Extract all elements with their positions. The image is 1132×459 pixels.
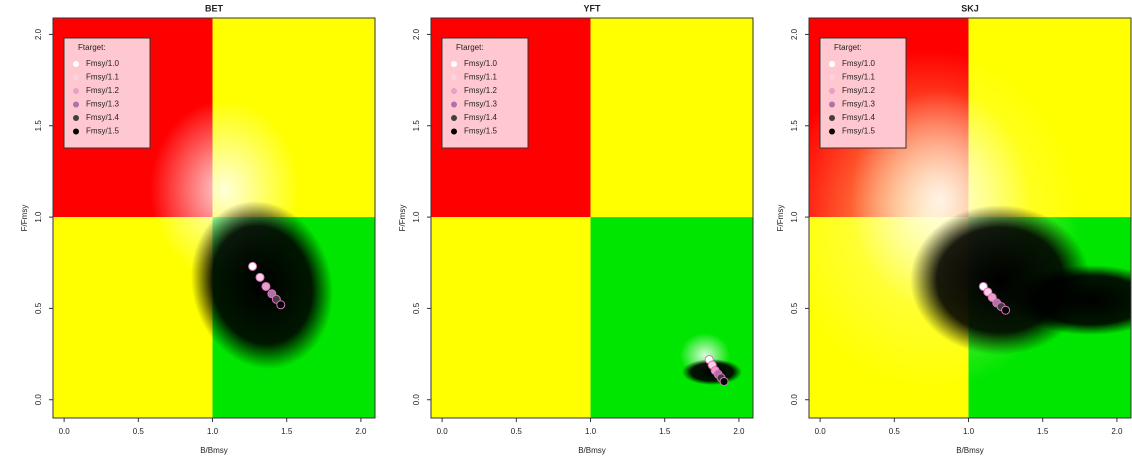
x-tick-label: 1.5 [1037,427,1049,436]
chart-title: BET [205,3,224,13]
legend-label: Fmsy/1.5 [86,127,119,136]
point [248,261,258,271]
y-axis-label: F/Fmsy [776,205,785,232]
point [276,300,286,310]
x-tick-label: 1.0 [963,427,975,436]
point [261,281,271,291]
x-tick-label: 1.0 [207,427,219,436]
x-axis-label: B/Bmsy [956,446,984,455]
y-tick-label: 0.0 [412,394,421,406]
legend-box [63,37,151,149]
legend-marker [451,88,457,94]
y-axis-label: F/Fmsy [20,205,29,232]
legend-title: Ftarget: [834,43,862,52]
x-tick-label: 1.5 [281,427,293,436]
x-tick-label: 2.0 [355,427,367,436]
y-tick-label: 0.5 [790,302,799,314]
y-tick-label: 1.0 [412,211,421,223]
legend-label: Fmsy/1.0 [464,59,497,68]
legend-marker [451,115,457,121]
chart-title: SKJ [961,3,979,13]
y-tick-label: 0.5 [412,302,421,314]
x-tick-label: 0.0 [437,427,449,436]
legend-marker [73,61,79,67]
plot-frame [430,17,754,419]
y-tick-label: 0.0 [790,394,799,406]
legend-label: Fmsy/1.4 [86,113,119,122]
y-tick-label: 0.0 [34,394,43,406]
point [1001,305,1011,315]
legend-box [819,37,907,149]
legend-label: Fmsy/1.2 [464,86,497,95]
plot-frame [52,17,376,419]
legend-marker [829,88,835,94]
x-axis-label: B/Bmsy [578,446,606,455]
legend-marker [73,74,79,81]
legend-label: Fmsy/1.5 [842,127,875,136]
y-axis-label: F/Fmsy [398,205,407,232]
legend-label: Fmsy/1.3 [86,100,119,109]
legend-label: Fmsy/1.5 [464,127,497,136]
x-tick-label: 1.5 [659,427,671,436]
x-tick-label: 0.5 [133,427,145,436]
quadrant [431,217,591,418]
legend-label: Fmsy/1.3 [464,100,497,109]
legend-label: Fmsy/1.2 [86,86,119,95]
x-tick-label: 0.0 [815,427,827,436]
legend-label: Fmsy/1.3 [842,100,875,109]
legend-marker [73,115,79,121]
y-tick-label: 0.5 [34,302,43,314]
y-tick-label: 2.0 [34,28,43,40]
chart-title: YFT [584,3,602,13]
x-tick-label: 0.0 [59,427,71,436]
x-tick-label: 0.5 [889,427,901,436]
y-tick-label: 1.5 [412,120,421,132]
legend-marker [829,101,835,108]
y-tick-label: 1.5 [790,120,799,132]
x-tick-label: 0.5 [511,427,523,436]
legend-title: Ftarget: [456,43,484,52]
y-tick-label: 1.5 [34,120,43,132]
legend-marker [829,74,835,81]
legend-label: Fmsy/1.2 [842,86,875,95]
legend-label: Fmsy/1.1 [842,73,875,82]
legend-marker [829,115,835,121]
x-tick-label: 1.0 [585,427,597,436]
legend-marker [829,128,835,135]
y-tick-label: 1.0 [790,211,799,223]
x-tick-label: 2.0 [1111,427,1123,436]
quadrant [590,217,753,418]
legend-label: Fmsy/1.4 [464,113,497,122]
legend-marker [451,101,457,108]
legend-title: Ftarget: [78,43,106,52]
x-tick-label: 2.0 [733,427,745,436]
legend-label: Fmsy/1.0 [842,59,875,68]
legend-marker [73,128,79,135]
plot-frame [808,17,1132,419]
legend-marker [829,61,835,67]
legend-marker [451,61,457,67]
legend-marker [451,74,457,81]
legend-marker [73,88,79,94]
point [719,376,729,386]
legend-label: Fmsy/1.1 [86,73,119,82]
y-tick-label: 2.0 [412,28,421,40]
legend-label: Fmsy/1.0 [86,59,119,68]
quadrant [590,18,753,218]
legend-label: Fmsy/1.1 [464,73,497,82]
y-tick-label: 2.0 [790,28,799,40]
legend-marker [451,128,457,135]
point [255,272,265,282]
x-axis-label: B/Bmsy [200,446,228,455]
legend-label: Fmsy/1.4 [842,113,875,122]
y-tick-label: 1.0 [34,211,43,223]
legend-marker [73,101,79,108]
